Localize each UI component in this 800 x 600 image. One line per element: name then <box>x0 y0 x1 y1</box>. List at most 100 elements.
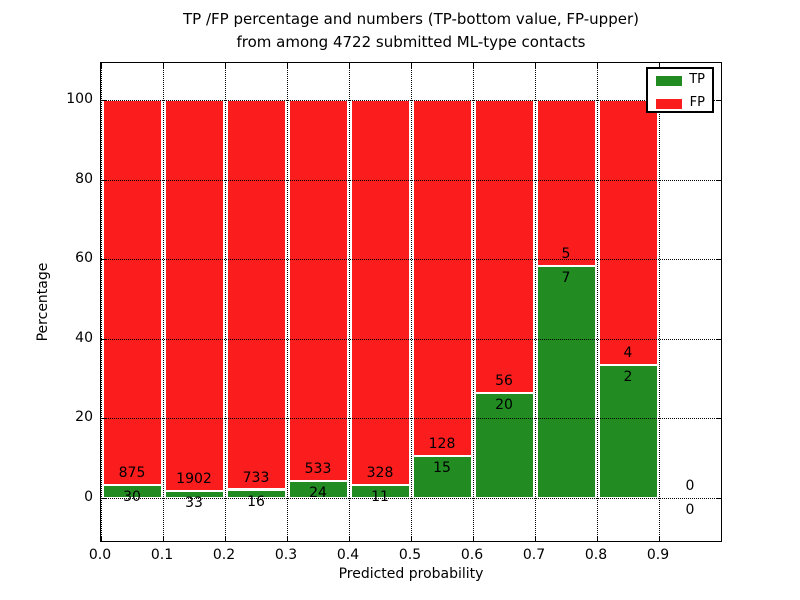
v-gridline <box>225 63 226 541</box>
bar-tp-segment <box>474 393 534 498</box>
x-tick-mark-bottom <box>225 536 226 541</box>
plot-area: 875 30 1902 33 733 16 533 24 328 11 128 15 56 20 5 7 4 2 0… <box>100 62 722 542</box>
fp-count-label: 56 <box>495 373 513 390</box>
x-tick-mark-top <box>473 63 474 68</box>
y-tick-mark-left <box>101 179 106 181</box>
bar-tp-segment <box>350 485 410 498</box>
tp-count-label: 24 <box>309 484 327 501</box>
tp-count-label: 15 <box>433 460 451 477</box>
fp-count-label: 328 <box>366 465 394 482</box>
tp-count-label: 30 <box>123 488 141 505</box>
tp-legend-swatch-icon <box>656 76 682 86</box>
x-tick-label: 0.2 <box>212 547 236 563</box>
v-gridline <box>659 63 660 541</box>
x-tick-mark-top <box>597 63 598 68</box>
x-tick-mark-top <box>411 63 412 68</box>
y-tick-mark-right <box>716 338 721 340</box>
y-tick-mark-left <box>101 338 106 340</box>
v-gridline <box>287 63 288 541</box>
bar-fp-segment <box>164 100 224 492</box>
x-tick-mark-bottom <box>659 536 660 541</box>
x-tick-label: 0.6 <box>460 547 484 563</box>
x-tick-mark-top <box>659 63 660 68</box>
tp-legend-label: TP <box>689 72 705 87</box>
x-tick-mark-bottom <box>597 536 598 541</box>
x-tick-label: 0.8 <box>584 547 608 563</box>
v-gridline <box>597 63 598 541</box>
x-tick-mark-bottom <box>349 536 350 541</box>
bar-tp-segment <box>536 266 596 498</box>
x-tick-mark-bottom <box>101 536 102 541</box>
x-tick-label: 0.0 <box>88 547 112 563</box>
y-tick-mark-right <box>716 259 721 261</box>
bars-layer <box>101 63 721 541</box>
y-tick-mark-left <box>101 100 106 102</box>
v-gridline <box>101 63 102 541</box>
tp-count-label: 7 <box>561 270 571 287</box>
fp-count-label: 128 <box>428 436 456 453</box>
x-tick-mark-top <box>287 63 288 68</box>
tp-count-label: 11 <box>371 489 389 506</box>
annotations-layer: 875 30 1902 33 733 16 533 24 328 11 128 15 56 20 5 7 4 2 0… <box>101 63 721 541</box>
x-tick-label: 0.4 <box>336 547 360 563</box>
y-tick-mark-right <box>716 418 721 420</box>
bar-fp-segment <box>226 100 286 490</box>
fp-count-label: 1902 <box>176 471 212 488</box>
fp-count-label: 5 <box>561 246 571 263</box>
v-gridline <box>163 63 164 541</box>
fp-legend-label: FP <box>689 95 705 110</box>
x-tick-mark-bottom <box>411 536 412 541</box>
bar-fp-segment <box>102 100 162 485</box>
y-tick-label: 100 <box>66 91 93 108</box>
x-tick-mark-bottom <box>163 536 164 541</box>
y-tick-label: 0 <box>84 489 93 505</box>
chart-title-line2: from among 4722 submitted ML-type contac… <box>236 33 586 51</box>
y-tick-mark-left <box>101 498 106 499</box>
tp-count-label: 33 <box>185 495 203 512</box>
x-tick-mark-bottom <box>287 536 288 541</box>
y-tick-label: 80 <box>75 170 93 187</box>
v-gridline <box>535 63 536 541</box>
fp-legend-swatch-icon <box>656 99 682 109</box>
tp-count-label: 2 <box>623 369 633 386</box>
x-tick-mark-top <box>101 63 102 68</box>
y-tick-mark-left <box>101 259 106 261</box>
y-tick-mark-right <box>716 498 721 499</box>
x-tick-mark-top <box>163 63 164 68</box>
fp-count-label: 733 <box>242 469 270 486</box>
x-tick-mark-top <box>535 63 536 68</box>
tp-count-label: 0 <box>685 502 695 518</box>
fp-count-label: 533 <box>304 460 332 477</box>
tp-count-label: 16 <box>247 493 265 510</box>
y-tick-mark-right <box>716 179 721 181</box>
y-tick-mark-left <box>101 418 106 420</box>
bar-fp-segment <box>350 100 410 486</box>
bar-fp-segment <box>412 100 472 457</box>
x-tick-mark-top <box>349 63 350 68</box>
x-tick-mark-bottom <box>535 536 536 541</box>
x-axis-label: Predicted probability <box>338 566 484 582</box>
v-gridline <box>349 63 350 541</box>
fp-count-label: 0 <box>685 478 695 494</box>
fp-count-label: 4 <box>623 345 633 362</box>
fp-count-label: 875 <box>118 464 146 481</box>
y-tick-mark-right <box>716 100 721 102</box>
legend-item-fp: FP <box>648 95 712 111</box>
bar-tp-segment <box>102 484 162 498</box>
chart-title: TP /FP percentage and numbers (TP-bottom… <box>100 8 722 54</box>
bar-fp-segment <box>536 100 596 267</box>
y-tick-label: 60 <box>75 250 93 267</box>
x-tick-label: 0.9 <box>646 547 670 563</box>
x-tick-mark-top <box>225 63 226 68</box>
x-tick-label: 0.7 <box>522 547 546 563</box>
x-tick-label: 0.3 <box>274 547 298 563</box>
bar-tp-segment <box>226 489 286 498</box>
grid-layer <box>101 63 721 541</box>
bar-fp-segment <box>474 100 534 394</box>
chart-title-line1: TP /FP percentage and numbers (TP-bottom… <box>183 10 639 28</box>
legend: TP FP <box>646 67 714 113</box>
bar-fp-segment <box>598 100 658 366</box>
bar-tp-segment <box>288 480 348 498</box>
v-gridline <box>473 63 474 541</box>
